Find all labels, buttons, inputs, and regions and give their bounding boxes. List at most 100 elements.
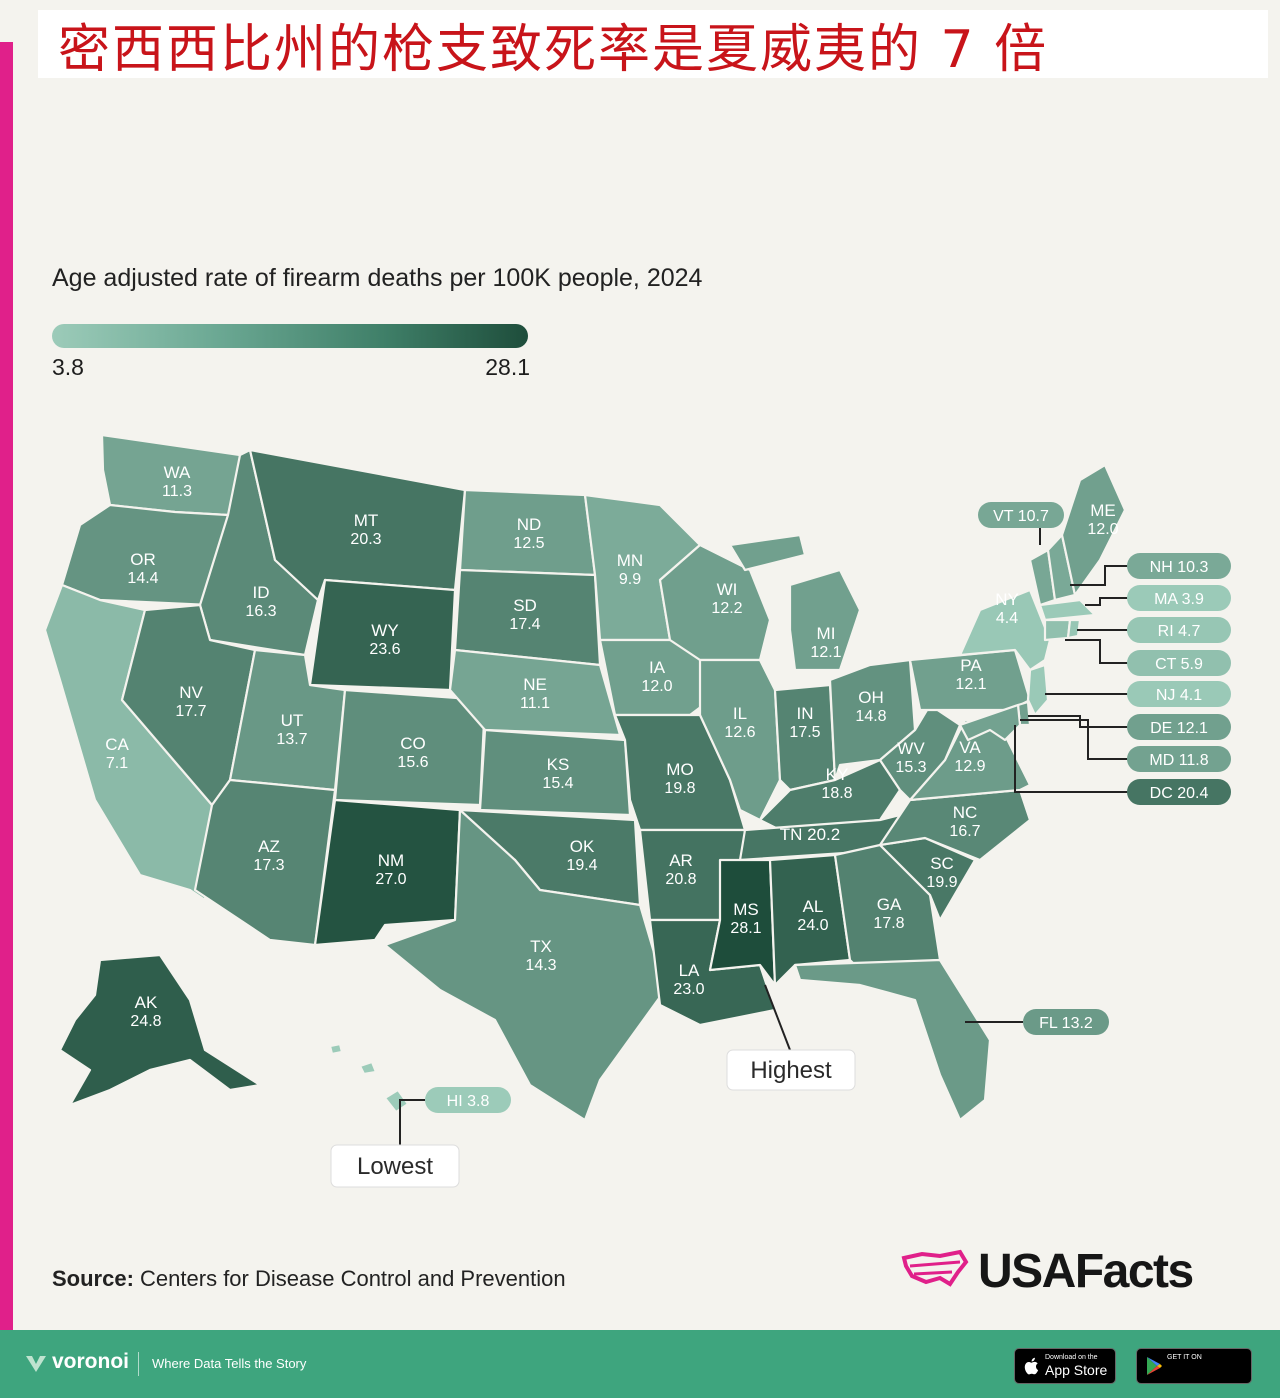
state-label-ok: OK [570, 837, 595, 856]
state-label-pa: PA [960, 656, 982, 675]
state-value-wi: 12.2 [711, 600, 742, 617]
state-label-ak: AK [135, 993, 158, 1012]
state-label-in: IN [797, 704, 814, 723]
callout-pill-md [1127, 746, 1231, 772]
callout-label-ct: CT 5.9 [1155, 656, 1203, 673]
state-shape-fl [793, 958, 992, 1122]
state-label-wa: WA [164, 463, 191, 482]
state-shape-me [1060, 463, 1127, 597]
google-play-button[interactable]: GET IT ON [1136, 1348, 1252, 1384]
state-label-wy: WY [371, 621, 398, 640]
state-value-pa: 12.1 [955, 676, 986, 693]
state-value-ak: 24.8 [130, 1013, 161, 1030]
state-label-ia: IA [649, 658, 666, 677]
state-value-ca: 7.1 [106, 755, 128, 772]
callout-pill-dc [1127, 779, 1231, 805]
color-scale-bar [52, 324, 528, 348]
state-label-va: VA [959, 738, 981, 757]
google-play-small-text: GET IT ON [1167, 1354, 1202, 1361]
state-value-ne: 11.1 [520, 695, 550, 712]
state-label-mt: MT [354, 511, 379, 530]
source-line: Source: Centers for Disease Control and … [52, 1266, 566, 1292]
state-value-oh: 14.8 [855, 708, 886, 725]
state-value-ar: 20.8 [665, 871, 696, 888]
state-value-ky: 18.8 [821, 785, 852, 802]
highest-tag-box [726, 1049, 856, 1091]
footer-divider [138, 1352, 139, 1376]
headline-box [38, 10, 1268, 78]
state-shape-ca [43, 583, 214, 902]
state-label-ny: NY [995, 590, 1019, 609]
source-label: Source: [52, 1266, 134, 1291]
callout-label-nj: NJ 4.1 [1156, 687, 1202, 704]
state-shape-ks [478, 728, 632, 817]
google-play-icon [1147, 1357, 1162, 1375]
state-value-mn: 9.9 [619, 571, 641, 588]
leader-line-ct [1065, 639, 1128, 664]
callout-pill-ri [1127, 617, 1231, 643]
state-shape-ri [1066, 618, 1082, 640]
state-value-mi: 12.1 [810, 644, 841, 661]
apple-icon [1024, 1357, 1039, 1375]
state-label-al: AL [803, 897, 824, 916]
callout-pill-ct [1127, 650, 1231, 676]
state-shape-ny [958, 588, 1052, 672]
state-value-sc: 19.9 [926, 874, 957, 891]
state-value-nd: 12.5 [513, 535, 544, 552]
voronoi-name: voronoi [52, 1350, 129, 1373]
headline: 密西西比州的枪支致死率是夏威夷的 7 倍 [58, 20, 1049, 80]
state-label-ca: CA [105, 735, 129, 754]
state-value-al: 24.0 [797, 917, 828, 934]
state-label-ms: MS [733, 900, 759, 919]
brand-name: USAFacts [978, 1245, 1194, 1298]
state-shape-or [60, 503, 230, 607]
callout-label-ri: RI 4.7 [1158, 623, 1201, 640]
state-label-az: AZ [258, 837, 280, 856]
accent-bar [0, 42, 13, 1330]
state-shape-ne [448, 648, 622, 737]
state-value-mt: 20.3 [350, 531, 381, 548]
callout-label-nh: NH 10.3 [1150, 559, 1209, 576]
state-label-id: ID [253, 583, 270, 602]
state-label-me: ME [1090, 501, 1116, 520]
us-map-icon [901, 1249, 969, 1287]
state-value-sd: 17.4 [509, 616, 540, 633]
state-label-nc: NC [953, 803, 978, 822]
state-label-nv: NV [179, 683, 203, 702]
leader-line-de [1028, 715, 1128, 728]
state-label-ar: AR [669, 851, 693, 870]
state-value-tx: 14.3 [525, 957, 556, 974]
callout-label-ma: MA 3.9 [1154, 591, 1204, 608]
state-label-ut: UT [281, 711, 304, 730]
state-label-sd: SD [513, 596, 537, 615]
state-value-wy: 23.6 [369, 641, 400, 658]
highest-leader-line [764, 984, 791, 1051]
leader-line-dc [1014, 725, 1128, 793]
state-label-mo: MO [666, 760, 693, 779]
callout-pill-ma [1127, 585, 1231, 611]
state-value-wa: 11.3 [162, 483, 192, 500]
state-label-tx: TX [530, 937, 552, 956]
state-value-nm: 27.0 [375, 871, 406, 888]
state-shape-nj [1026, 663, 1050, 717]
state-shape-wv [878, 703, 962, 802]
state-value-ut: 13.7 [276, 731, 307, 748]
state-value-ok: 19.4 [566, 857, 597, 874]
state-label-mn: MN [617, 551, 643, 570]
leader-line-hi [399, 1099, 425, 1145]
state-label-wi: WI [717, 580, 738, 599]
voronoi-logo-icon [26, 1356, 46, 1372]
state-value-nv: 17.7 [175, 703, 206, 720]
state-value-ia: 12.0 [641, 678, 672, 695]
state-value-or: 14.4 [127, 570, 158, 587]
state-value-az: 17.3 [253, 857, 284, 874]
state-value-ks: 15.4 [542, 775, 573, 792]
state-shape-mi [728, 533, 862, 672]
state-shape-al [768, 853, 852, 987]
state-value-in: 17.5 [789, 724, 820, 741]
voronoi-tagline: Where Data Tells the Story [152, 1356, 307, 1371]
leader-line-nh [1070, 565, 1128, 586]
app-store-button[interactable]: Download on the App Store [1014, 1348, 1116, 1384]
state-label-wv: WV [897, 739, 925, 758]
